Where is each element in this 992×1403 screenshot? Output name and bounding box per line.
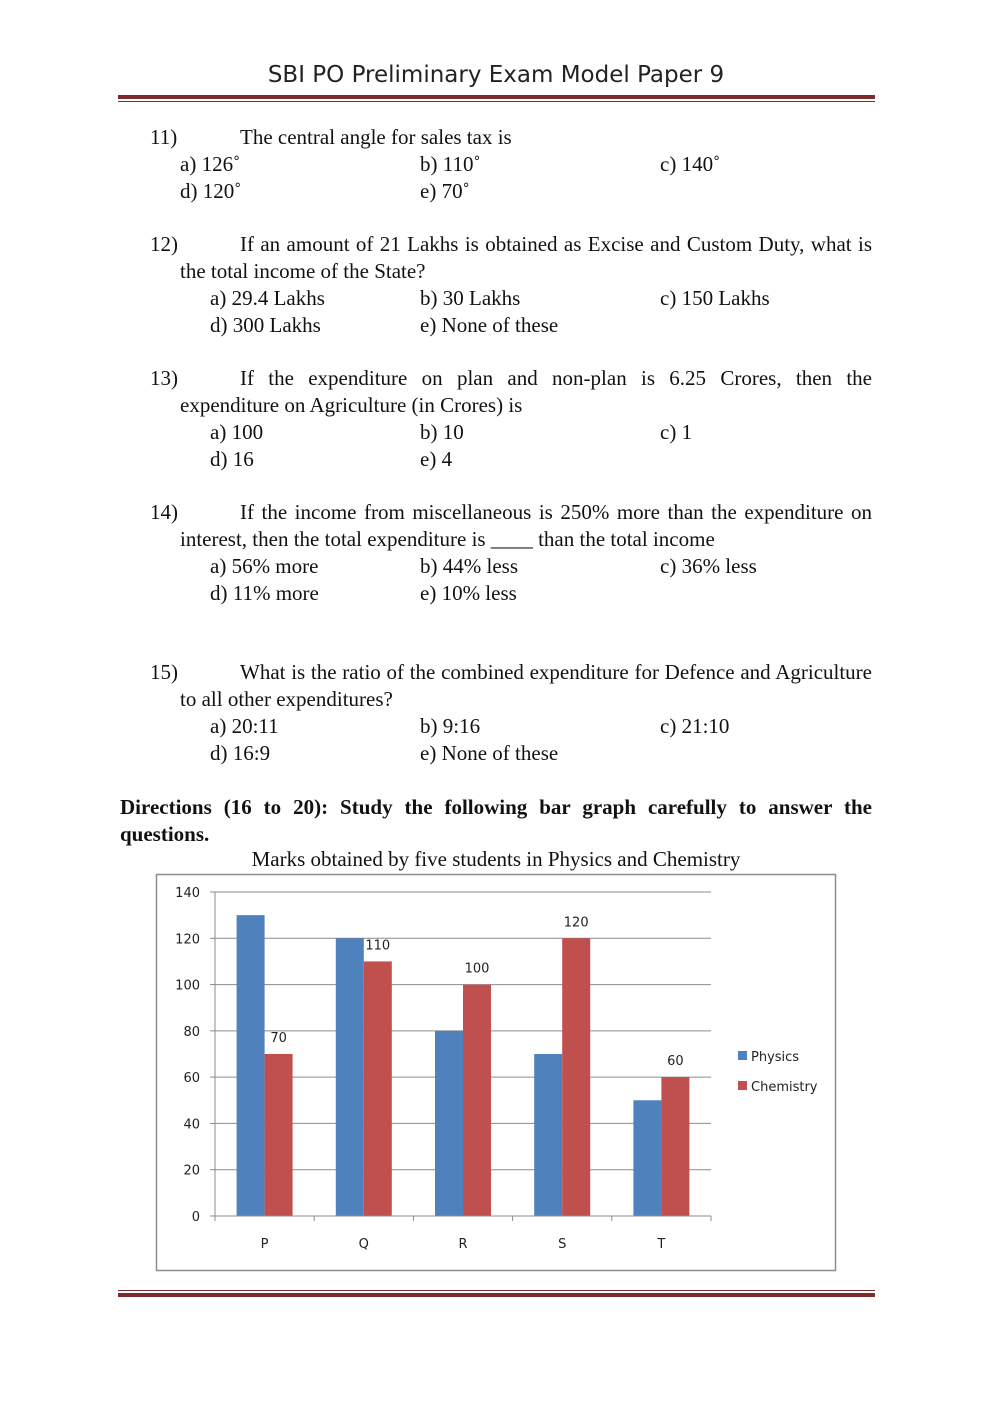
x-tick-label: Q xyxy=(359,1237,369,1252)
legend-swatch-chemistry xyxy=(738,1081,747,1090)
legend-label-physics: Physics xyxy=(751,1050,799,1065)
bar-physics-r xyxy=(435,1030,463,1216)
x-tick-label: S xyxy=(558,1237,566,1252)
bar-physics-s xyxy=(534,1054,563,1216)
bar-chemistry-p xyxy=(264,1054,293,1216)
option-e[interactable]: e) 10% less xyxy=(420,581,517,605)
directions: Directions (16 to 20): Study the followi… xyxy=(120,795,872,846)
x-tick-label: T xyxy=(656,1237,665,1252)
option-d[interactable]: d) 300 Lakhs xyxy=(210,313,321,337)
bar-physics-t xyxy=(633,1100,662,1216)
question-text: What is the ratio of the combined expend… xyxy=(180,660,872,711)
question-11: 11) The central angle for sales tax is a… xyxy=(150,124,872,205)
chart-title: Marks obtained by five students in Physi… xyxy=(251,847,741,871)
bar-chemistry-q xyxy=(363,961,392,1216)
option-b[interactable]: b) 9:16 xyxy=(420,714,481,738)
question-text: If an amount of 21 Lakhs is obtained as … xyxy=(180,232,872,283)
x-tick-label: R xyxy=(458,1237,467,1252)
options: a) 126˚ b) 110˚ c) 140˚ d) 120˚ e) 70˚ xyxy=(150,151,872,205)
y-tick-label: 80 xyxy=(183,1025,200,1040)
data-label: 70 xyxy=(270,1031,287,1046)
legend-swatch-physics xyxy=(738,1051,747,1060)
page-header: SBI PO Preliminary Exam Model Paper 9 xyxy=(267,62,725,88)
footer-rule-thin xyxy=(118,1290,875,1291)
bar-chemistry-r xyxy=(463,984,491,1216)
question-number: 11) xyxy=(150,125,178,149)
option-e[interactable]: e) None of these xyxy=(420,313,559,337)
y-tick-label: 60 xyxy=(183,1071,200,1086)
question-text: If the expenditure on plan and non-plan … xyxy=(180,366,872,417)
option-d[interactable]: d) 16 xyxy=(210,447,254,471)
question-12: 12) If an amount of 21 Lakhs is obtained… xyxy=(150,231,872,339)
bar-chemistry-t xyxy=(661,1077,690,1216)
option-c[interactable]: c) 36% less xyxy=(660,554,757,578)
option-d[interactable]: d) 11% more xyxy=(210,581,319,605)
question-13: 13) If the expenditure on plan and non-p… xyxy=(150,365,872,473)
option-e[interactable]: e) 4 xyxy=(420,447,453,471)
option-d[interactable]: d) 120˚ xyxy=(180,179,242,203)
options: a) 100 b) 10 c) 1 d) 16 e) 4 xyxy=(150,419,872,473)
y-tick-label: 120 xyxy=(175,932,200,947)
data-label: 120 xyxy=(564,915,589,930)
option-e[interactable]: e) None of these xyxy=(420,741,559,765)
option-c[interactable]: c) 1 xyxy=(660,420,693,444)
option-a[interactable]: a) 126˚ xyxy=(180,152,241,176)
header-rule-thin xyxy=(118,101,875,102)
option-a[interactable]: a) 56% more xyxy=(210,554,319,578)
option-b[interactable]: b) 44% less xyxy=(420,554,518,578)
option-d[interactable]: d) 16:9 xyxy=(210,741,271,765)
option-a[interactable]: a) 20:11 xyxy=(210,714,279,738)
header-rule xyxy=(118,95,875,99)
option-b[interactable]: b) 110˚ xyxy=(420,152,481,176)
question-text: If the income from miscellaneous is 250%… xyxy=(180,500,872,551)
bar-chemistry-s xyxy=(562,938,591,1216)
options: a) 56% more b) 44% less c) 36% less d) 1… xyxy=(150,553,872,607)
x-tick-label: P xyxy=(261,1237,269,1252)
option-a[interactable]: a) 100 xyxy=(210,420,264,444)
option-a[interactable]: a) 29.4 Lakhs xyxy=(210,286,325,310)
data-label: 100 xyxy=(465,962,490,977)
option-b[interactable]: b) 30 Lakhs xyxy=(420,286,521,310)
option-c[interactable]: c) 21:10 xyxy=(660,714,730,738)
question-15: 15) What is the ratio of the combined ex… xyxy=(150,659,872,767)
footer-rule xyxy=(118,1293,875,1297)
options: a) 29.4 Lakhs b) 30 Lakhs c) 150 Lakhs d… xyxy=(150,285,872,339)
options: a) 20:11 b) 9:16 c) 21:10 d) 16:9 e) Non… xyxy=(150,713,872,767)
data-label: 110 xyxy=(365,938,390,953)
question-14: 14) If the income from miscellaneous is … xyxy=(150,499,872,607)
legend-label-chemistry: Chemistry xyxy=(751,1080,818,1095)
question-number: 12) xyxy=(150,232,178,256)
option-e[interactable]: e) 70˚ xyxy=(420,179,470,203)
option-c[interactable]: c) 150 Lakhs xyxy=(660,286,770,310)
bar-physics-q xyxy=(335,938,364,1216)
y-tick-label: 20 xyxy=(183,1164,200,1179)
question-number: 14) xyxy=(150,500,178,524)
y-tick-label: 140 xyxy=(175,886,200,901)
y-tick-label: 0 xyxy=(192,1210,200,1225)
bar-physics-p xyxy=(236,915,265,1216)
question-text: The central angle for sales tax is xyxy=(240,125,512,149)
y-tick-label: 40 xyxy=(183,1117,200,1132)
y-tick-label: 100 xyxy=(175,979,200,994)
data-label: 60 xyxy=(667,1054,684,1069)
question-number: 13) xyxy=(150,366,178,390)
question-number: 15) xyxy=(150,660,178,684)
option-b[interactable]: b) 10 xyxy=(420,420,464,444)
option-c[interactable]: c) 140˚ xyxy=(660,152,721,176)
